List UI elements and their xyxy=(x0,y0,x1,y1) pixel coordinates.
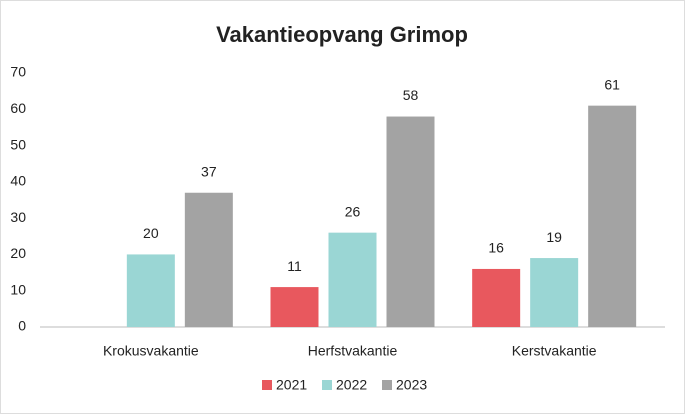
bar xyxy=(530,258,579,327)
legend-swatch xyxy=(322,380,332,390)
y-tick-label: 70 xyxy=(10,64,26,80)
value-label: 16 xyxy=(488,240,504,256)
x-tick-label: Kerstvakantie xyxy=(512,343,597,359)
y-tick-label: 40 xyxy=(10,173,26,189)
value-label: 11 xyxy=(287,258,302,274)
bar xyxy=(126,254,175,327)
bar xyxy=(270,287,319,327)
y-tick-label: 30 xyxy=(10,209,26,225)
value-label: 37 xyxy=(201,163,217,179)
y-tick-label: 20 xyxy=(10,245,26,261)
y-tick-label: 60 xyxy=(10,100,26,116)
y-tick-label: 0 xyxy=(18,318,26,334)
value-label: 26 xyxy=(345,203,361,219)
legend-swatch xyxy=(382,380,392,390)
value-label: 20 xyxy=(143,225,159,241)
chart-title: Vakantieopvang Grimop xyxy=(216,22,468,47)
value-label: 58 xyxy=(403,87,419,103)
legend-label: 2022 xyxy=(336,377,367,393)
legend-label: 2023 xyxy=(396,377,427,393)
x-tick-label: Herfstvakantie xyxy=(308,343,398,359)
bar xyxy=(386,116,435,328)
legend-label: 2021 xyxy=(276,377,307,393)
bar xyxy=(588,105,637,328)
value-label: 61 xyxy=(604,76,620,92)
x-tick-label: Krokusvakantie xyxy=(103,343,199,359)
y-tick-label: 10 xyxy=(10,281,26,297)
bar xyxy=(328,232,377,327)
bar xyxy=(184,192,233,327)
bar xyxy=(472,268,521,327)
value-label: 19 xyxy=(546,229,562,245)
legend-swatch xyxy=(262,380,272,390)
y-tick-label: 50 xyxy=(10,136,26,152)
